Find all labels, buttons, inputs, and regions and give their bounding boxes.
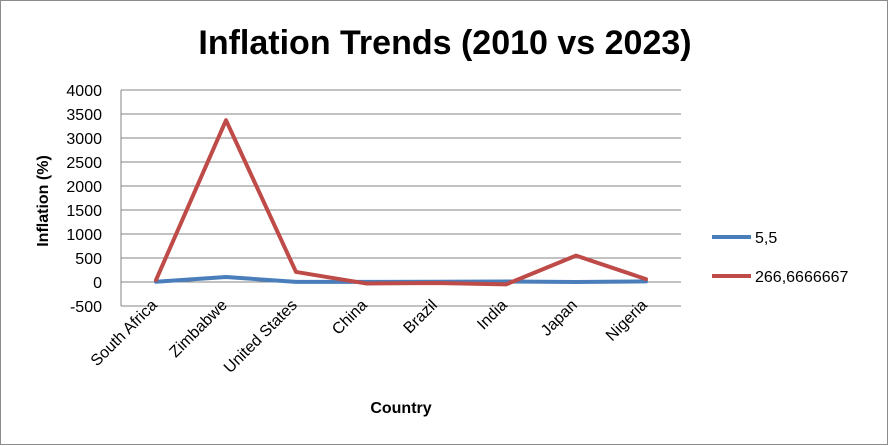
y-tick-label: 1000 <box>66 227 102 244</box>
y-tick-label: 1500 <box>66 203 102 220</box>
chart-title: Inflation Trends (2010 vs 2023) <box>198 24 691 62</box>
series-line-1 <box>154 118 648 287</box>
x-axis-title: Country <box>370 400 431 417</box>
y-tick-label: -500 <box>70 299 102 316</box>
gridlines <box>120 89 681 307</box>
y-tick-label: 2500 <box>66 155 102 172</box>
x-tick-label: China <box>329 297 371 339</box>
series-lines <box>154 118 648 287</box>
x-tick-label: Brazil <box>401 297 441 337</box>
y-tick-labels: -500 0 500 1000 1500 2000 2500 3000 3500 4000 <box>66 83 102 316</box>
x-tick-label: Japan <box>538 297 581 340</box>
y-tick-label: 0 <box>93 275 102 292</box>
legend: 5,5 266,6666667 <box>712 230 849 286</box>
x-tick-label: India <box>474 297 511 334</box>
y-tick-label: 2000 <box>66 179 102 196</box>
y-tick-label: 4000 <box>66 83 102 100</box>
y-tick-label: 3500 <box>66 107 102 124</box>
legend-label: 266,6666667 <box>755 269 849 286</box>
y-axis-title: Inflation (%) <box>35 155 52 247</box>
x-tick-label: United States <box>221 297 301 377</box>
y-tick-label: 500 <box>75 251 102 268</box>
legend-label: 5,5 <box>755 230 777 247</box>
y-tick-label: 3000 <box>66 131 102 148</box>
x-tick-label: Nigeria <box>603 297 651 345</box>
